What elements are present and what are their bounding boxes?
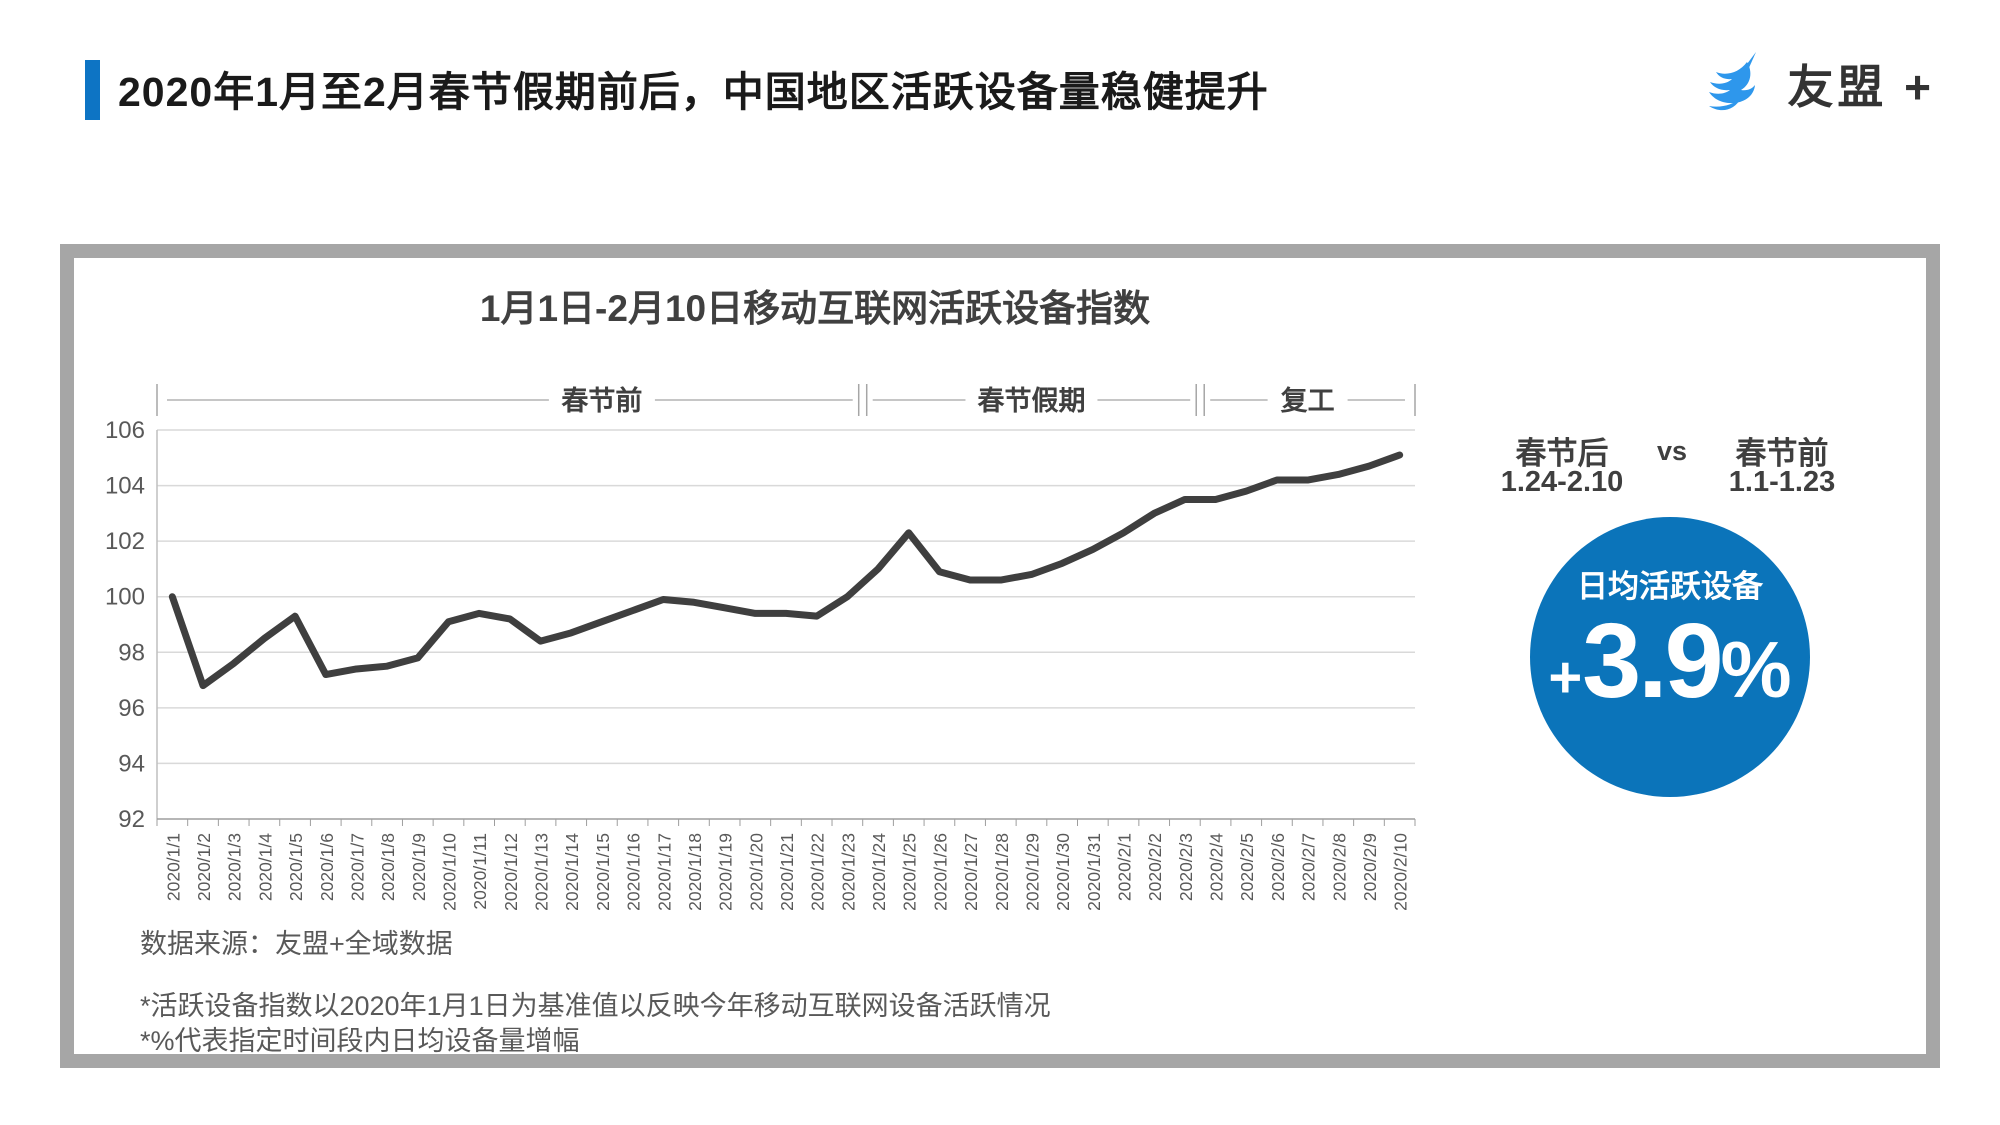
x-axis-tick-label: 2020/1/5 <box>286 833 306 901</box>
y-axis-tick-label: 98 <box>118 639 145 666</box>
period-label: 复工 <box>1281 386 1335 416</box>
x-axis-tick-label: 2020/2/6 <box>1268 833 1288 901</box>
growth-badge: 日均活跃设备 +3.9% <box>1530 517 1810 797</box>
x-axis-tick-label: 2020/2/5 <box>1237 833 1257 901</box>
x-axis-tick-label: 2020/1/13 <box>532 833 552 911</box>
x-axis-tick-label: 2020/1/29 <box>1022 833 1042 911</box>
x-axis-tick-label: 2020/1/16 <box>624 833 644 911</box>
page-title: 2020年1月至2月春节假期前后，中国地区活跃设备量稳健提升 <box>118 69 1269 115</box>
x-axis-tick-label: 2020/1/8 <box>378 833 398 901</box>
x-axis-tick-label: 2020/1/6 <box>317 833 337 901</box>
x-axis-tick-label: 2020/1/15 <box>593 833 613 911</box>
vs-label: vs <box>1656 436 1688 466</box>
x-axis-tick-label: 2020/2/9 <box>1360 833 1380 901</box>
x-axis-tick-label: 2020/1/21 <box>777 833 797 911</box>
footnote-percent-meaning: *%代表指定时间段内日均设备量增幅 <box>140 1026 580 1056</box>
x-axis-tick-label: 2020/1/18 <box>685 833 705 911</box>
y-axis-tick-label: 96 <box>118 695 145 722</box>
chart-title: 1月1日-2月10日移动互联网活跃设备指数 <box>479 288 1151 329</box>
data-series-line <box>168 451 1404 690</box>
y-axis-tick-label: 102 <box>105 528 145 555</box>
x-axis-tick-label: 2020/1/14 <box>562 833 582 911</box>
y-axis-tick-label: 106 <box>105 417 145 444</box>
x-axis-tick-label: 2020/1/11 <box>470 833 490 910</box>
growth-percent-sign: % <box>1720 625 1792 714</box>
growth-number: 3.9 <box>1582 602 1723 720</box>
x-axis-tick-label: 2020/1/3 <box>225 833 245 901</box>
x-axis-tick-label: 2020/2/7 <box>1299 833 1319 901</box>
x-axis-tick-label: 2020/1/26 <box>930 833 950 911</box>
x-axis-tick-label: 2020/1/22 <box>808 833 828 911</box>
x-axis-tick-label: 2020/2/10 <box>1391 833 1411 911</box>
x-axis-tick-label: 2020/1/7 <box>347 833 367 901</box>
x-axis-tick-label: 2020/1/9 <box>409 833 429 901</box>
x-axis-tick-label: 2020/1/30 <box>1053 833 1073 911</box>
x-axis-tick-label: 2020/1/28 <box>992 833 1012 911</box>
y-axis-tick-label: 92 <box>118 806 145 833</box>
x-axis-tick-label: 2020/2/4 <box>1207 833 1227 901</box>
y-axis-tick-label: 94 <box>118 750 145 777</box>
x-axis-tick-label: 2020/1/1 <box>163 833 183 901</box>
before-holiday-range: 1.1-1.23 <box>1728 466 1836 498</box>
after-holiday-range: 1.24-2.10 <box>1500 466 1624 498</box>
x-axis-tick-label: 2020/1/27 <box>961 833 981 911</box>
after-holiday-label: 春节后 <box>1515 436 1609 471</box>
x-axis-tick-label: 2020/1/10 <box>439 833 459 911</box>
x-axis-tick-label: 2020/2/2 <box>1145 833 1165 901</box>
x-axis-tick-label: 2020/2/3 <box>1176 833 1196 901</box>
x-axis-tick-label: 2020/1/19 <box>716 833 736 911</box>
y-axis-tick-label: 100 <box>105 584 145 611</box>
before-holiday-label: 春节前 <box>1735 436 1829 471</box>
x-axis-tick-label: 2020/1/23 <box>838 833 858 911</box>
title-accent-bar <box>85 60 100 120</box>
period-label: 春节前 <box>561 385 642 416</box>
y-axis-tick-label: 104 <box>105 473 145 500</box>
logo-brand-text: 友盟 + <box>1787 61 1935 113</box>
x-axis-tick-label: 2020/1/31 <box>1084 833 1104 911</box>
line-chart: 92 94 96 98 100 102 104 106 春节前 春节假期 复工 2020/1/1 202… <box>105 384 1416 911</box>
data-source-line: 数据来源：友盟+全域数据 <box>140 929 453 959</box>
x-axis-tick-label: 2020/1/25 <box>900 833 920 911</box>
umeng-logo: 友盟 + <box>1701 48 1935 120</box>
x-axis-tick-label: 2020/1/24 <box>869 833 889 911</box>
growth-badge-title: 日均活跃设备 <box>1577 569 1763 604</box>
x-axis-tick-label: 2020/1/20 <box>746 833 766 911</box>
x-axis-tick-label: 2020/1/17 <box>654 833 674 911</box>
x-axis-tick-label: 2020/1/4 <box>255 833 275 901</box>
x-axis-tick-label: 2020/2/1 <box>1115 833 1135 901</box>
x-axis-tick-label: 2020/1/12 <box>501 833 521 911</box>
growth-plus-sign: + <box>1548 645 1583 710</box>
period-label: 春节假期 <box>977 386 1085 416</box>
x-axis-tick-label: 2020/1/2 <box>194 833 214 901</box>
x-axis-tick-label: 2020/2/8 <box>1329 833 1349 901</box>
footnote-index-base: *活跃设备指数以2020年1月1日为基准值以反映今年移动互联网设备活跃情况 <box>140 991 1051 1021</box>
swallow-bird-icon <box>1709 52 1757 111</box>
growth-badge-value: +3.9% <box>1548 608 1791 714</box>
